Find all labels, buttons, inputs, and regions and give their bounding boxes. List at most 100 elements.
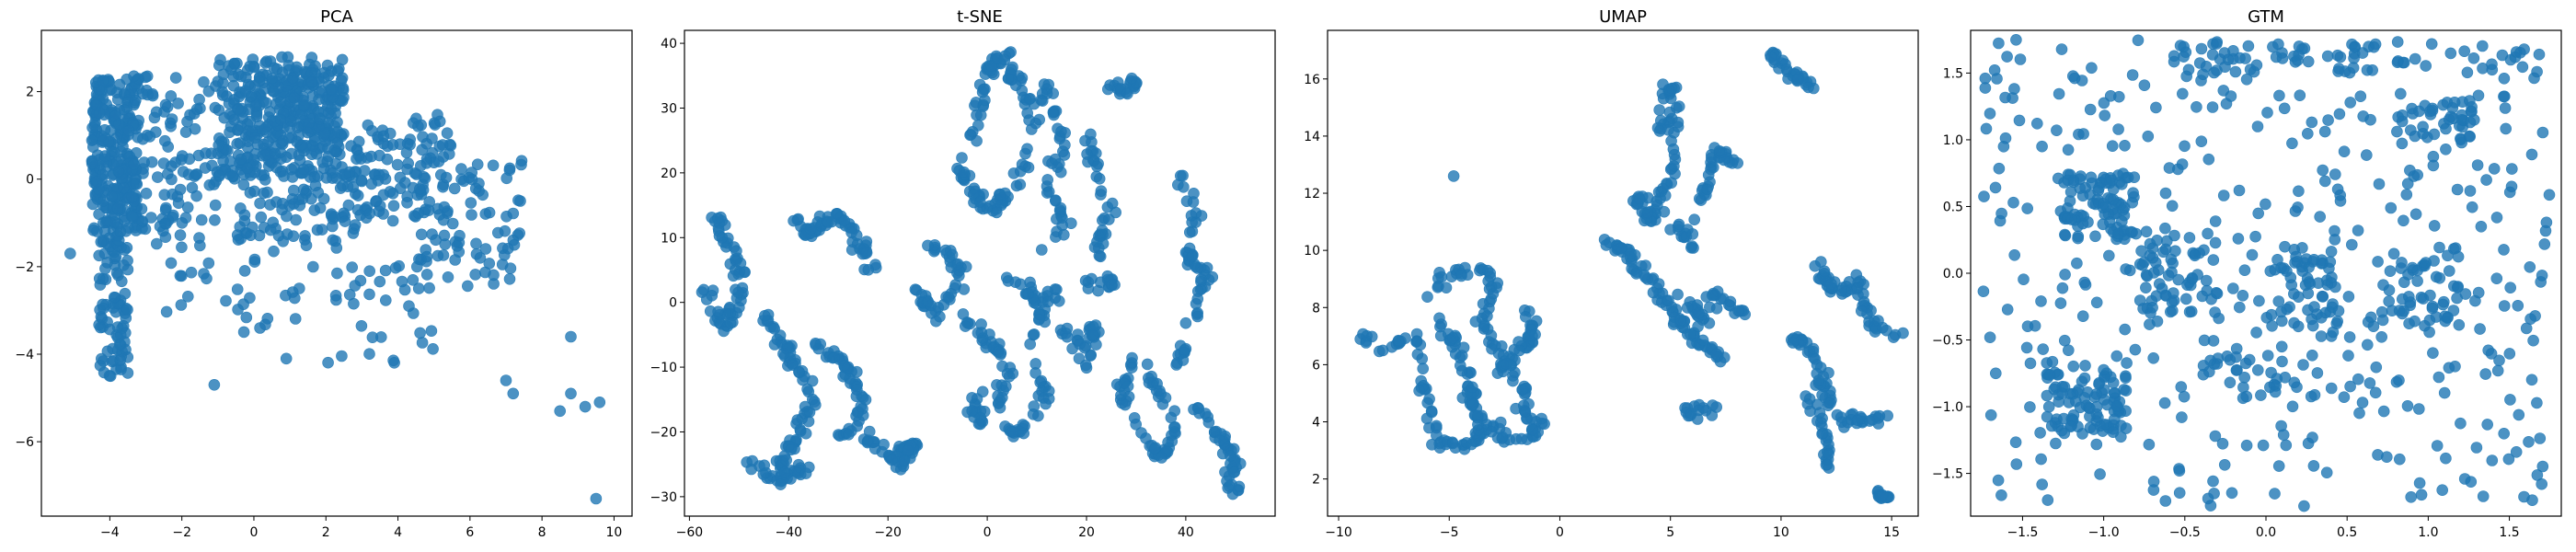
gtm-point	[2370, 361, 2383, 374]
tsne-point	[1213, 434, 1225, 447]
pca-point	[500, 374, 512, 386]
gtm-point	[2127, 187, 2139, 199]
pca-point	[228, 113, 240, 126]
gtm-xtick-label: 0.5	[2337, 525, 2357, 540]
gtm-point	[2227, 282, 2239, 294]
pca-point	[121, 367, 134, 379]
pca-point	[314, 113, 326, 125]
gtm-point	[2387, 247, 2400, 260]
pca-point	[342, 199, 355, 212]
tsne-point	[1074, 338, 1086, 351]
pca-point	[306, 260, 319, 273]
pca-point	[336, 350, 348, 362]
umap-point	[1634, 192, 1646, 205]
pca-point	[415, 228, 428, 241]
gtm-point	[2132, 34, 2145, 47]
pca-point	[128, 158, 140, 170]
umap-point	[1455, 270, 1467, 282]
pca-xtick-label: −4	[100, 525, 120, 540]
gtm-point	[2112, 227, 2124, 240]
gtm-point	[2317, 164, 2329, 177]
gtm-point	[2178, 51, 2190, 63]
gtm-point	[2103, 249, 2115, 262]
pca-point	[160, 305, 173, 318]
tsne-point	[1059, 127, 1071, 139]
pca-point	[165, 257, 178, 270]
tsne-point	[838, 214, 851, 227]
gtm-point	[2538, 238, 2551, 250]
gtm-point	[2401, 178, 2414, 190]
tsne-point	[1028, 328, 1041, 340]
gtm-point	[2119, 140, 2131, 152]
pca-point	[277, 235, 290, 247]
gtm-point	[2293, 291, 2305, 304]
tsne-point	[799, 467, 812, 479]
gtm-point	[2001, 51, 2013, 63]
umap-point	[1668, 160, 1680, 172]
gtm-point	[2319, 175, 2331, 188]
pca-point	[379, 294, 392, 306]
pca-point	[121, 263, 134, 276]
pca-point	[437, 249, 450, 261]
tsne-xtick-label: 0	[983, 525, 992, 540]
umap-ytick-label: 10	[1304, 244, 1320, 259]
gtm-point	[2013, 114, 2026, 127]
tsne-point	[1091, 160, 1103, 173]
gtm-point	[2466, 201, 2478, 213]
gtm-point	[2008, 83, 2020, 95]
tsne-point	[768, 322, 781, 335]
gtm-xtick-label: −1.0	[2088, 525, 2120, 540]
umap-point	[1490, 282, 1502, 293]
umap-xtick-label: 5	[1666, 525, 1674, 540]
tsne-point	[1192, 285, 1204, 297]
tsne-point	[1002, 73, 1015, 85]
pca-point	[86, 157, 98, 170]
gtm-point	[2211, 38, 2223, 50]
umap-point	[1887, 331, 1900, 343]
pca-point	[247, 61, 260, 73]
gtm-point	[2073, 384, 2085, 397]
pca-point	[97, 75, 109, 86]
pca-ytick-label: −6	[15, 435, 34, 450]
gtm-point	[2325, 246, 2338, 258]
gtm-ytick-label: 1.5	[1943, 66, 1963, 81]
pca-point	[239, 85, 252, 98]
gtm-point	[2078, 372, 2091, 385]
umap-point	[1685, 241, 1697, 254]
pca-title: PCA	[320, 7, 353, 27]
gtm-point	[2098, 198, 2110, 210]
tsne-point	[974, 196, 986, 208]
tsne-point	[1033, 314, 1045, 326]
gtm-point	[2506, 163, 2518, 175]
umap-point	[1681, 302, 1694, 314]
pca-point	[235, 202, 247, 214]
umap-point	[1851, 414, 1864, 427]
pca-point	[349, 280, 362, 292]
tsne-panel: t-SNE −60 −40 −20 0 20 40 −30 −20 −10 0 10 20 30 40	[650, 7, 1276, 540]
umap-point	[1863, 415, 1876, 427]
pca-point	[190, 190, 202, 202]
tsne-point	[1094, 250, 1107, 263]
umap-point	[1501, 358, 1512, 370]
umap-point	[1686, 228, 1699, 240]
tsne-point	[858, 263, 870, 276]
gtm-xtick-label: 1.5	[2499, 525, 2519, 540]
umap-point	[1659, 190, 1672, 201]
gtm-point	[2166, 200, 2179, 213]
gtm-point	[1979, 72, 1992, 85]
tsne-point	[1125, 362, 1138, 374]
tsne-point	[843, 428, 855, 441]
pca-point	[469, 269, 482, 281]
pca-point	[442, 270, 454, 283]
gtm-point	[2232, 233, 2245, 245]
pca-point	[148, 111, 161, 124]
umap-point	[1851, 282, 1864, 293]
gtm-point	[2296, 242, 2308, 254]
tsne-point	[712, 305, 724, 318]
gtm-point	[2010, 458, 2023, 470]
pca-point	[206, 159, 218, 172]
tsne-point	[1186, 216, 1198, 228]
umap-point	[1823, 366, 1834, 379]
pca-point	[387, 354, 399, 367]
gtm-point	[2024, 401, 2036, 413]
